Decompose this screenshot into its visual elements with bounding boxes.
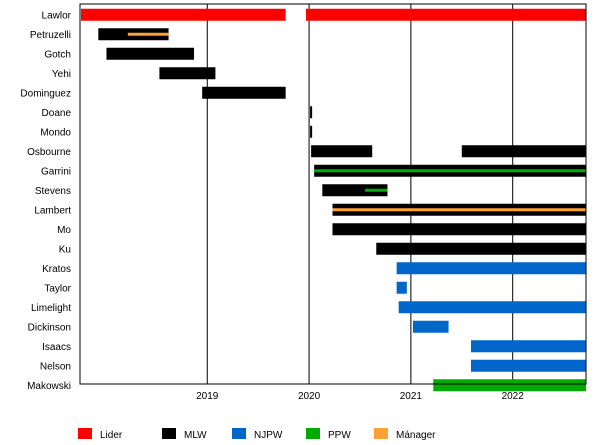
bar-doane-0	[310, 106, 313, 119]
row-label-mo: Mo	[57, 225, 71, 236]
bars	[81, 8, 586, 392]
row-label-dickinson: Dickinson	[28, 322, 71, 333]
x-tick-label-2019: 2019	[196, 391, 219, 402]
bar-stevens-0	[322, 184, 388, 197]
bar-isaacs-0	[470, 340, 586, 353]
bar-nelson-0	[470, 359, 586, 372]
row-label-dominguez: Dominguez	[20, 88, 71, 99]
bar-mondo-0	[310, 125, 313, 138]
legend-swatch-1	[162, 428, 176, 439]
plot-frame	[79, 3, 587, 385]
bar-garrini-1	[314, 169, 586, 173]
bar-dickinson-0	[412, 320, 449, 333]
bar-yehi-0	[159, 67, 216, 80]
bar-osbourne-0	[311, 145, 373, 158]
x-axis-ticks: 2019 2020 2021 2022	[196, 391, 524, 402]
legend-swatch-0	[78, 428, 92, 439]
bar-kratos-0	[396, 262, 586, 275]
legend-label-0: Lider	[100, 430, 123, 441]
legend: Lider MLW NJPW PPW Mánager	[78, 428, 436, 441]
row-label-garrini: Garrini	[41, 166, 71, 177]
legend-swatch-3	[306, 428, 320, 439]
row-label-gotch: Gotch	[44, 49, 71, 60]
bar-lawlor-1	[306, 8, 586, 21]
bar-dominguez-0	[202, 86, 286, 99]
bar-stevens-1	[365, 188, 388, 192]
row-label-makowski: Makowski	[27, 381, 71, 392]
x-tick-label-2020: 2020	[298, 391, 321, 402]
x-tick-label-2022: 2022	[502, 391, 525, 402]
legend-label-1: MLW	[184, 430, 207, 441]
row-label-ku: Ku	[59, 244, 71, 255]
legend-swatch-4	[374, 428, 388, 439]
row-label-doane: Doane	[42, 108, 72, 119]
bar-osbourne-1	[461, 145, 586, 158]
bar-lambert-1	[332, 208, 586, 212]
row-label-mondo: Mondo	[40, 127, 71, 138]
x-tick-label-2021: 2021	[400, 391, 423, 402]
legend-label-2: NJPW	[254, 430, 283, 441]
row-label-petruzelli: Petruzelli	[30, 30, 71, 41]
row-label-limelight: Limelight	[31, 303, 71, 314]
bar-mo-0	[332, 223, 586, 236]
row-label-isaacs: Isaacs	[42, 342, 71, 353]
bar-limelight-0	[398, 301, 586, 314]
legend-label-4: Mánager	[396, 430, 436, 441]
legend-label-3: PPW	[328, 430, 351, 441]
row-label-nelson: Nelson	[40, 361, 71, 372]
row-label-yehi: Yehi	[52, 69, 71, 80]
bar-taylor-0	[396, 281, 407, 294]
legend-swatch-2	[232, 428, 246, 439]
bar-petruzelli-1	[127, 32, 169, 36]
bar-lawlor-0	[81, 8, 286, 21]
bar-makowski-0	[433, 379, 586, 392]
row-label-kratos: Kratos	[42, 264, 71, 275]
row-labels: Lawlor Petruzelli Gotch Yehi Dominguez Doane M…	[20, 10, 71, 392]
row-label-taylor: Taylor	[44, 283, 71, 294]
bar-ku-0	[376, 242, 586, 255]
grid-lines	[206, 4, 514, 384]
row-label-osbourne: Osbourne	[27, 147, 71, 158]
bar-gotch-0	[106, 47, 195, 60]
row-label-stevens: Stevens	[35, 186, 71, 197]
row-label-lambert: Lambert	[34, 205, 71, 216]
row-label-lawlor: Lawlor	[42, 10, 72, 21]
